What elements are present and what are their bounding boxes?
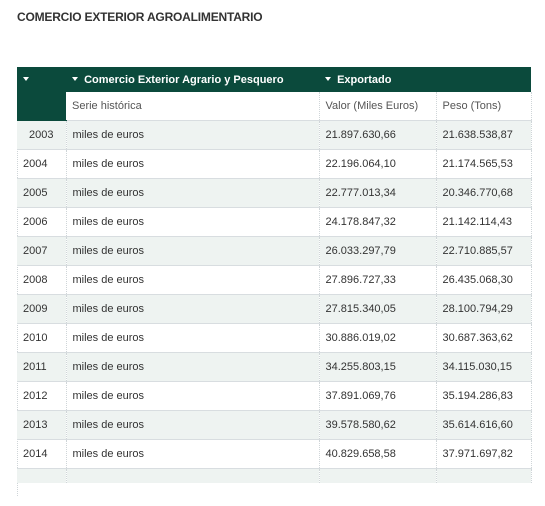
row-serie: miles de euros <box>66 439 320 469</box>
dimension-menu-exportado[interactable]: Exportado <box>319 67 531 92</box>
table-row: 2008 miles de euros 27.896.727,33 26.435… <box>17 265 532 295</box>
column-header-serie: Serie histórica <box>66 92 320 121</box>
row-peso: 22.710.885,57 <box>436 236 532 266</box>
header-row-measures: Serie histórica Valor (Miles Euros) Peso… <box>17 92 532 121</box>
row-valor: 21.897.630,66 <box>319 120 437 150</box>
row-year: 2007 <box>17 236 67 266</box>
row-year: 2006 <box>17 207 67 237</box>
caret-down-icon <box>23 76 29 81</box>
footer-cell <box>436 468 532 483</box>
table-row: 2004 miles de euros 22.196.064,10 21.174… <box>17 149 532 179</box>
column-header-peso: Peso (Tons) <box>436 92 532 121</box>
page-title: COMERCIO EXTERIOR AGROALIMENTARIO <box>17 10 263 24</box>
table-row: 2014 miles de euros 40.829.658,58 37.971… <box>17 439 532 469</box>
row-valor: 26.033.297,79 <box>319 236 437 266</box>
row-serie: miles de euros <box>66 236 320 266</box>
row-year: 2003 <box>17 120 67 150</box>
row-year: 2013 <box>17 410 67 440</box>
table-row: 2012 miles de euros 37.891.069,76 35.194… <box>17 381 532 411</box>
row-peso: 34.115.030,15 <box>436 352 532 382</box>
row-year: 2008 <box>17 265 67 295</box>
table-footer-row <box>17 468 532 483</box>
column-header-valor: Valor (Miles Euros) <box>319 92 437 121</box>
row-valor: 34.255.803,15 <box>319 352 437 382</box>
dimension-label: Comercio Exterior Agrario y Pesquero <box>84 73 284 86</box>
row-serie: miles de euros <box>66 381 320 411</box>
row-peso: 35.614.616,60 <box>436 410 532 440</box>
row-year: 2005 <box>17 178 67 208</box>
row-valor: 37.891.069,76 <box>319 381 437 411</box>
row-serie: miles de euros <box>66 265 320 295</box>
export-data-table: Comercio Exterior Agrario y Pesquero Exp… <box>17 67 532 483</box>
row-valor: 27.896.727,33 <box>319 265 437 295</box>
row-year: 2012 <box>17 381 67 411</box>
caret-down-icon <box>325 76 331 81</box>
header-corner <box>17 92 66 121</box>
row-year: 2004 <box>17 149 67 179</box>
row-serie: miles de euros <box>66 120 320 150</box>
row-valor: 24.178.847,32 <box>319 207 437 237</box>
row-serie: miles de euros <box>66 149 320 179</box>
row-serie: miles de euros <box>66 207 320 237</box>
table-row: 2006 miles de euros 24.178.847,32 21.142… <box>17 207 532 237</box>
footer-cell <box>319 468 437 483</box>
row-year: 2010 <box>17 323 67 353</box>
row-valor: 22.196.064,10 <box>319 149 437 179</box>
row-serie: miles de euros <box>66 352 320 382</box>
row-year: 2009 <box>17 294 67 324</box>
row-serie: miles de euros <box>66 178 320 208</box>
row-year: 2014 <box>17 439 67 469</box>
row-peso: 28.100.794,29 <box>436 294 532 324</box>
row-valor: 39.578.580,62 <box>319 410 437 440</box>
row-year: 2011 <box>17 352 67 382</box>
row-peso: 21.638.538,87 <box>436 120 532 150</box>
table-row: 2007 miles de euros 26.033.297,79 22.710… <box>17 236 532 266</box>
row-serie: miles de euros <box>66 294 320 324</box>
footer-cell <box>66 468 320 483</box>
row-dimension-menu[interactable] <box>17 67 66 92</box>
table-row: 2010 miles de euros 30.886.019,02 30.687… <box>17 323 532 353</box>
header-row-dimensions: Comercio Exterior Agrario y Pesquero Exp… <box>17 67 531 92</box>
row-valor: 30.886.019,02 <box>319 323 437 353</box>
table-row: 2009 miles de euros 27.815.340,05 28.100… <box>17 294 532 324</box>
row-peso: 21.174.565,53 <box>436 149 532 179</box>
row-valor: 27.815.340,05 <box>319 294 437 324</box>
table-row: 2011 miles de euros 34.255.803,15 34.115… <box>17 352 532 382</box>
row-peso: 35.194.286,83 <box>436 381 532 411</box>
row-peso: 37.971.697,82 <box>436 439 532 469</box>
dimension-label: Exportado <box>337 73 392 86</box>
row-peso: 20.346.770,68 <box>436 178 532 208</box>
table-row: 2005 miles de euros 22.777.013,34 20.346… <box>17 178 532 208</box>
table-row: 2003 miles de euros 21.897.630,66 21.638… <box>17 120 532 150</box>
row-valor: 40.829.658,58 <box>319 439 437 469</box>
caret-down-icon <box>72 76 78 81</box>
data-table-container: Comercio Exterior Agrario y Pesquero Exp… <box>17 67 532 483</box>
footer-cell <box>17 468 67 483</box>
table-row: 2013 miles de euros 39.578.580,62 35.614… <box>17 410 532 440</box>
row-peso: 21.142.114,43 <box>436 207 532 237</box>
row-peso: 26.435.068,30 <box>436 265 532 295</box>
dimension-menu-comercio[interactable]: Comercio Exterior Agrario y Pesquero <box>66 67 319 92</box>
row-valor: 22.777.013,34 <box>319 178 437 208</box>
row-serie: miles de euros <box>66 323 320 353</box>
row-serie: miles de euros <box>66 410 320 440</box>
row-peso: 30.687.363,62 <box>436 323 532 353</box>
